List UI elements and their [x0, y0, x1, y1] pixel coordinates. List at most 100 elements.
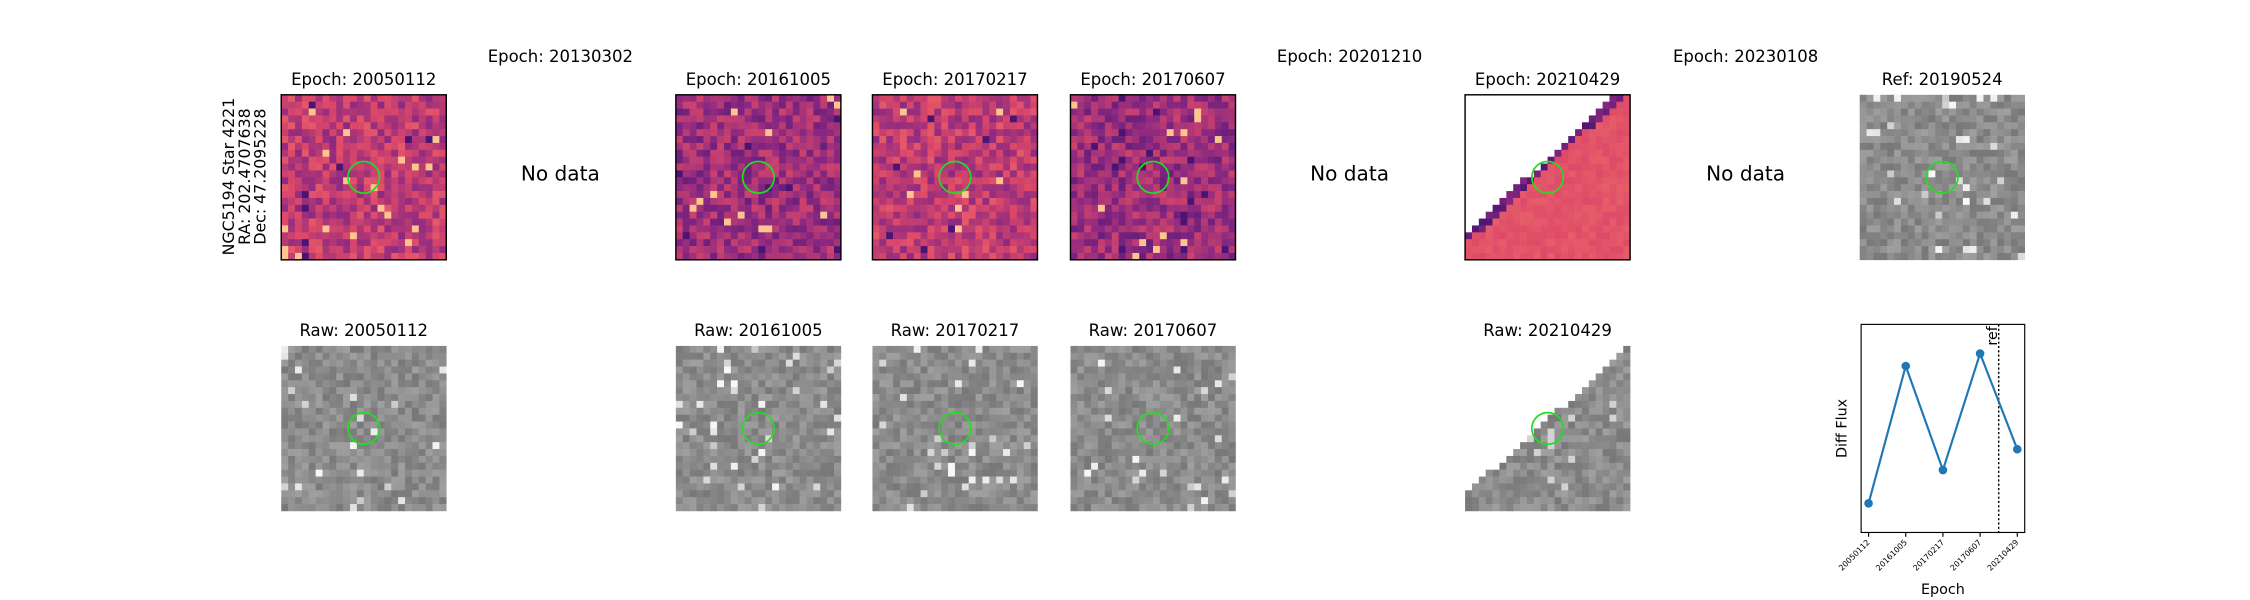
pixel: [813, 366, 821, 374]
pixel: [411, 469, 420, 477]
pixel: [1533, 136, 1542, 144]
pixel: [425, 163, 433, 171]
pixel: [1139, 204, 1147, 212]
pixel: [1187, 428, 1195, 436]
pixel: [281, 184, 289, 192]
pixel: [1588, 115, 1597, 123]
pixel: [737, 476, 745, 484]
pixel: [1173, 490, 1181, 498]
pixel: [377, 122, 385, 130]
pixel: [363, 149, 371, 157]
pixel: [886, 122, 894, 130]
pixel: [975, 366, 983, 374]
pixel: [439, 490, 447, 498]
pixel: [920, 101, 928, 109]
pixel: [723, 394, 732, 402]
pixel: [1214, 94, 1223, 102]
pixel: [295, 387, 303, 395]
pixel: [425, 455, 433, 464]
pixel: [996, 394, 1004, 402]
pixel: [1471, 170, 1480, 178]
pixel: [710, 225, 718, 233]
pixel: [1492, 122, 1500, 130]
pixel: [737, 359, 745, 367]
pixel: [696, 352, 704, 360]
pixel: [301, 476, 310, 484]
pixel: [879, 476, 887, 484]
pixel: [1030, 462, 1038, 470]
pixel: [363, 476, 371, 484]
pixel: [1180, 170, 1188, 178]
pixel: [948, 108, 956, 116]
pixel: [827, 246, 835, 254]
pixel: [1077, 191, 1085, 199]
pixel: [989, 400, 997, 409]
pixel: [813, 177, 821, 185]
pixel: [1228, 387, 1236, 395]
pixel: [827, 156, 835, 164]
pixel: [948, 442, 956, 450]
pixel: [343, 108, 351, 116]
pixel: [758, 129, 766, 137]
pixel: [968, 442, 976, 450]
pixel: [710, 435, 718, 443]
pixel: [723, 380, 732, 388]
pixel: [813, 428, 821, 436]
pixel: [1104, 359, 1113, 367]
pixel: [343, 345, 351, 354]
pixel: [1554, 142, 1562, 151]
pixel: [1125, 352, 1133, 360]
pixel: [751, 366, 759, 374]
pixel: [1111, 366, 1119, 374]
pixel: [425, 373, 433, 381]
pixel: [1214, 462, 1223, 470]
pixel: [1187, 435, 1195, 443]
pixel: [377, 394, 385, 402]
pixel: [1097, 387, 1106, 395]
pixel: [336, 101, 344, 109]
pixel: [820, 373, 828, 381]
pixel: [682, 428, 690, 436]
pixel: [1111, 455, 1119, 464]
pixel: [948, 101, 956, 109]
pixel: [948, 184, 956, 192]
pixel: [1513, 142, 1521, 151]
pixel: [792, 136, 800, 144]
pixel: [370, 490, 378, 498]
pixel: [941, 497, 949, 505]
pixel: [1077, 108, 1085, 116]
pixel: [377, 497, 385, 505]
pixel: [425, 197, 433, 206]
pixel: [975, 246, 983, 254]
pixel: [717, 366, 725, 374]
pixel: [1125, 455, 1133, 464]
pixel: [1152, 366, 1161, 374]
pixel: [1499, 163, 1507, 171]
pixel: [1097, 252, 1106, 261]
pixel: [1091, 345, 1099, 354]
pixel: [322, 136, 330, 144]
pixel: [792, 184, 800, 192]
pixel: [418, 136, 426, 144]
pixel: [432, 191, 440, 199]
pixel: [370, 483, 378, 491]
pixel: [834, 246, 842, 254]
pixel: [391, 366, 399, 374]
pixel: [370, 232, 378, 240]
pixel: [1207, 252, 1216, 261]
pixel: [872, 373, 880, 381]
pixel: [834, 435, 842, 443]
pixel: [439, 504, 447, 512]
pixel: [1084, 366, 1092, 374]
pixel: [934, 359, 942, 367]
pixel: [968, 232, 976, 240]
pixel: [696, 101, 704, 109]
pixel: [1623, 149, 1631, 157]
pixel: [411, 421, 420, 429]
pixel: [1540, 142, 1548, 151]
pixel: [758, 177, 766, 185]
pixel: [765, 504, 773, 512]
pixel: [1152, 435, 1161, 443]
pixel: [906, 232, 914, 240]
pixel: [1180, 136, 1188, 144]
